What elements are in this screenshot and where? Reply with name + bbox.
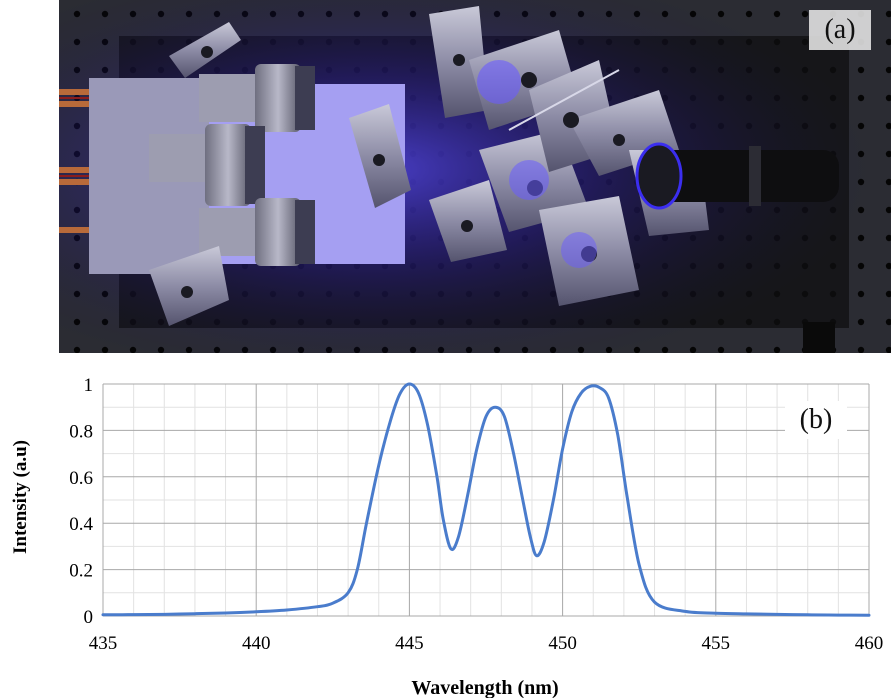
x-tick-label: 450 <box>548 633 577 654</box>
panel-label-a: (a) <box>809 10 871 50</box>
x-tick-label: 460 <box>855 633 884 654</box>
x-tick-label: 435 <box>89 633 118 654</box>
major-gridlines <box>102 383 870 617</box>
x-tick-label: 455 <box>702 633 731 654</box>
y-tick-label: 0.2 <box>69 561 93 582</box>
x-tick-labels: 435 440 445 450 455 460 <box>89 633 884 654</box>
y-tick-label: 0.6 <box>69 468 93 489</box>
x-tick-label: 440 <box>242 633 271 654</box>
y-axis-title: Intensity (a.u) <box>10 440 31 554</box>
photo-drawing <box>59 0 891 353</box>
minor-gridlines <box>103 384 869 616</box>
y-tick-label: 0 <box>84 607 94 628</box>
chart-svg: 435 440 445 450 455 460 0 0.2 0.4 0.6 0.8 1 Wavele… <box>10 375 884 698</box>
y-tick-label: 1 <box>84 375 94 396</box>
series-line-spectrum <box>101 382 871 617</box>
optical-setup-photo <box>59 0 891 353</box>
spectrum-chart: 435 440 445 450 455 460 0 0.2 0.4 0.6 0.8 1 Wavele… <box>0 360 893 698</box>
panel-label-b: (b) <box>785 401 847 439</box>
x-tick-label: 445 <box>395 633 424 654</box>
y-tick-label: 0.8 <box>69 421 93 442</box>
y-tick-label: 0.4 <box>69 514 93 535</box>
y-tick-labels: 0 0.2 0.4 0.6 0.8 1 <box>69 375 93 628</box>
x-axis-title: Wavelength (nm) <box>411 677 558 698</box>
